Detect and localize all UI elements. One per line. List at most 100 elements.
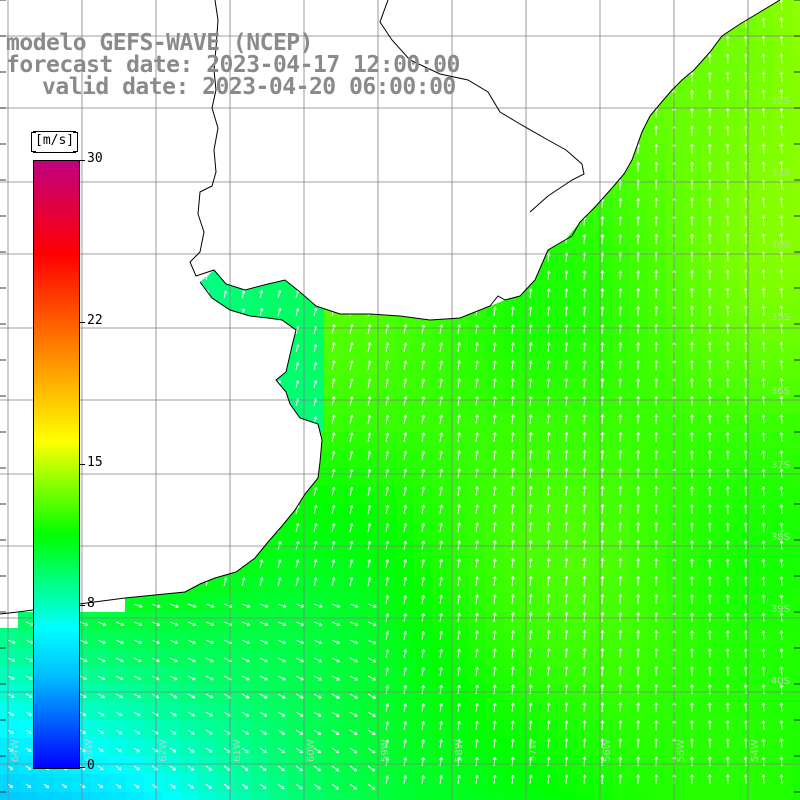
wind-speed-cell: [738, 144, 757, 163]
wind-speed-cell: [270, 234, 289, 253]
wind-arrow: [636, 107, 641, 119]
wind-speed-cell: [378, 396, 397, 415]
wind-arrow: [600, 17, 605, 29]
wind-speed-cell: [306, 0, 325, 19]
wind-speed-cell: [648, 270, 667, 289]
wind-speed-cell: [90, 504, 109, 523]
wind-speed-cell: [126, 342, 145, 361]
wind-arrow: [241, 2, 246, 11]
wind-speed-cell: [144, 594, 163, 613]
wind-speed-cell: [234, 792, 253, 800]
wind-arrow: [205, 200, 210, 209]
wind-speed-cell: [18, 774, 37, 793]
wind-arrow: [277, 253, 282, 263]
wind-arrow: [169, 254, 174, 263]
wind-speed-cell: [774, 36, 793, 55]
wind-speed-cell: [432, 18, 451, 37]
wind-speed-cell: [324, 792, 343, 800]
wind-speed-cell: [450, 378, 469, 397]
wind-arrow: [79, 577, 84, 587]
wind-speed-cell: [666, 504, 685, 523]
wind-speed-cell: [702, 18, 721, 37]
wind-speed-cell: [324, 378, 343, 397]
wind-speed-cell: [702, 54, 721, 73]
wind-speed-cell: [108, 504, 127, 523]
wind-speed-cell: [342, 342, 361, 361]
wind-arrow: [133, 110, 138, 119]
wind-arrow: [403, 126, 408, 137]
wind-speed-cell: [270, 504, 289, 523]
wind-speed-cell: [450, 342, 469, 361]
wind-arrow: [241, 344, 246, 353]
wind-speed-cell: [432, 432, 451, 451]
wind-arrow: [546, 216, 551, 227]
wind-arrow: [528, 90, 533, 101]
wind-speed-cell: [558, 108, 577, 127]
wind-speed-cell: [648, 72, 667, 91]
wind-speed-cell: [90, 414, 109, 433]
wind-speed-cell: [144, 270, 163, 289]
wind-speed-cell: [738, 162, 757, 181]
wind-speed-cell: [576, 270, 595, 289]
wind-arrow: [169, 146, 174, 155]
wind-speed-cell: [756, 216, 775, 235]
wind-arrow: [133, 504, 138, 515]
wind-speed-cell: [558, 792, 577, 800]
wind-arrow: [25, 146, 30, 155]
wind-speed-cell: [252, 198, 271, 217]
wind-speed-cell: [126, 432, 145, 451]
wind-speed-cell: [234, 288, 253, 307]
wind-speed-cell: [648, 468, 667, 487]
wind-speed-cell: [738, 18, 757, 37]
wind-speed-cell: [306, 288, 325, 307]
wind-speed-cell: [522, 144, 541, 163]
wind-arrow: [313, 38, 318, 47]
wind-arrow: [205, 110, 210, 119]
wind-arrow: [349, 162, 354, 173]
wind-arrow: [97, 603, 107, 608]
wind-speed-cell: [504, 414, 523, 433]
wind-speed-cell: [432, 342, 451, 361]
wind-speed-cell: [630, 18, 649, 37]
wind-speed-cell: [450, 180, 469, 199]
wind-speed-cell: [738, 54, 757, 73]
wind-arrow: [528, 17, 533, 29]
wind-arrow: [600, 89, 605, 101]
wind-arrow: [169, 1, 174, 11]
wind-speed-cell: [666, 540, 685, 559]
wind-speed-cell: [540, 720, 559, 739]
wind-speed-cell: [504, 432, 523, 451]
wind-arrow: [439, 270, 444, 281]
wind-speed-cell: [702, 198, 721, 217]
wind-speed-cell: [90, 666, 109, 685]
wind-speed-cell: [756, 234, 775, 253]
wind-speed-cell: [162, 180, 181, 199]
wind-speed-cell: [774, 144, 793, 163]
wind-arrow: [169, 200, 174, 209]
wind-arrow: [25, 504, 30, 515]
wind-arrow: [295, 146, 300, 155]
wind-arrow: [367, 234, 372, 245]
wind-arrow: [313, 217, 318, 227]
wind-speed-cell: [720, 378, 739, 397]
wind-speed-cell: [360, 360, 379, 379]
wind-arrow: [493, 108, 497, 119]
wind-speed-cell: [0, 306, 19, 325]
wind-arrow: [7, 468, 12, 479]
wind-arrow: [7, 523, 12, 533]
wind-arrow: [97, 577, 102, 587]
wind-arrow: [331, 216, 336, 227]
wind-speed-cell: [162, 432, 181, 451]
wind-speed-cell: [396, 234, 415, 253]
wind-speed-cell: [684, 126, 703, 145]
wind-speed-cell: [612, 378, 631, 397]
wind-speed-cell: [468, 396, 487, 415]
wind-speed-cell: [414, 486, 433, 505]
wind-arrow: [25, 164, 30, 173]
wind-speed-cell: [0, 702, 19, 721]
wind-speed-cell: [594, 378, 613, 397]
wind-speed-cell: [468, 792, 487, 800]
wind-speed-cell: [702, 288, 721, 307]
wind-speed-cell: [198, 702, 217, 721]
wind-speed-cell: [522, 522, 541, 541]
